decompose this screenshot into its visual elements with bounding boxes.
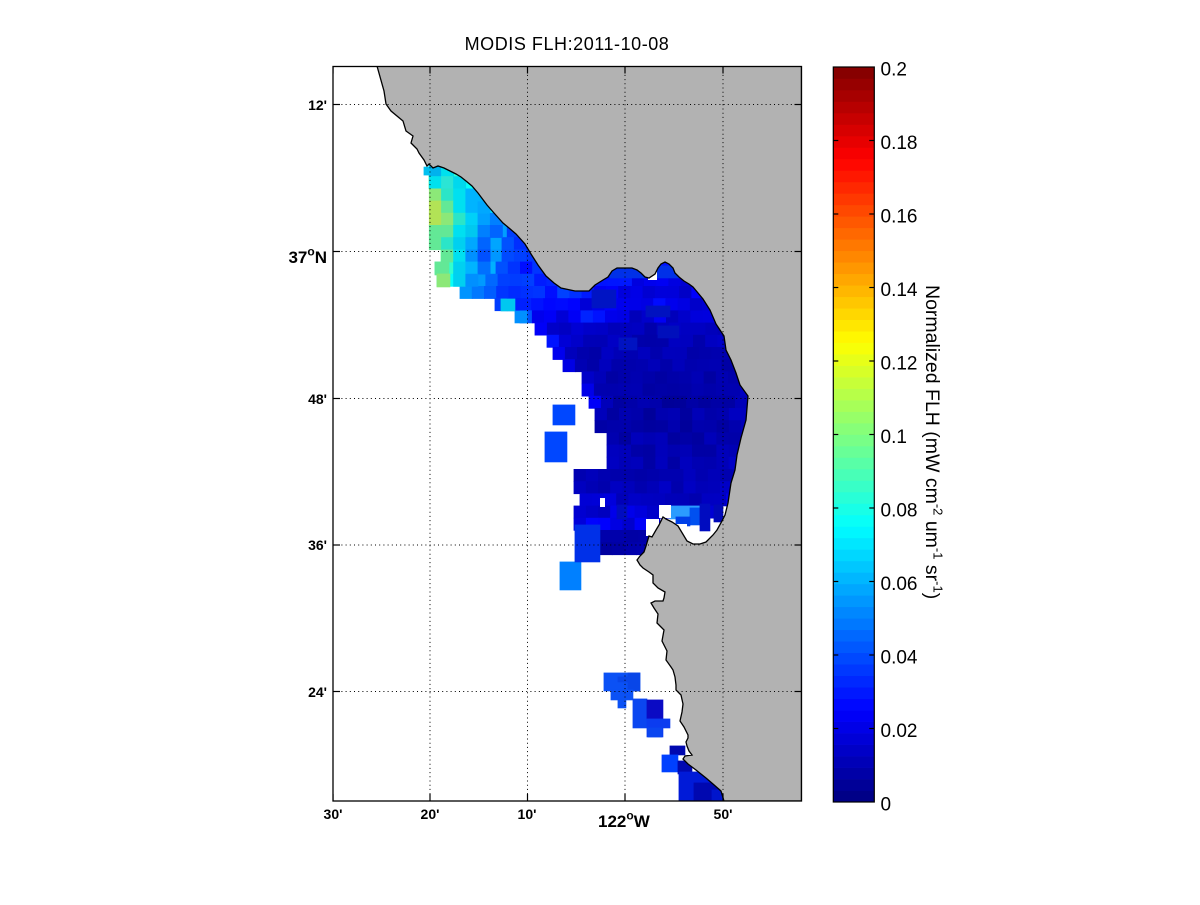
svg-text:0.1: 0.1: [881, 427, 907, 448]
svg-text:MODIS FLH:2011-10-08: MODIS FLH:2011-10-08: [465, 34, 670, 54]
svg-text:0.18: 0.18: [881, 133, 918, 154]
svg-text:0.16: 0.16: [881, 207, 918, 228]
svg-text:36': 36': [308, 537, 327, 553]
svg-text:37oN: 37oN: [288, 245, 327, 268]
svg-text:0.14: 0.14: [881, 280, 918, 301]
svg-text:12': 12': [308, 97, 327, 113]
svg-text:122oW: 122oW: [598, 809, 651, 832]
svg-text:48': 48': [308, 391, 327, 407]
svg-text:0.2: 0.2: [881, 60, 907, 81]
svg-text:10': 10': [518, 806, 537, 822]
svg-text:50': 50': [714, 806, 733, 822]
svg-text:24': 24': [308, 684, 327, 700]
svg-text:0: 0: [881, 795, 892, 816]
svg-text:Normalized FLH (mW cm-2 um-1 s: Normalized FLH (mW cm-2 um-1 sr-1): [921, 285, 946, 599]
svg-text:0.02: 0.02: [881, 721, 918, 742]
svg-text:0.06: 0.06: [881, 574, 918, 595]
svg-text:0.08: 0.08: [881, 501, 918, 522]
svg-text:20': 20': [421, 806, 440, 822]
svg-text:30': 30': [324, 806, 343, 822]
svg-text:0.04: 0.04: [881, 648, 918, 669]
svg-text:0.12: 0.12: [881, 354, 918, 375]
